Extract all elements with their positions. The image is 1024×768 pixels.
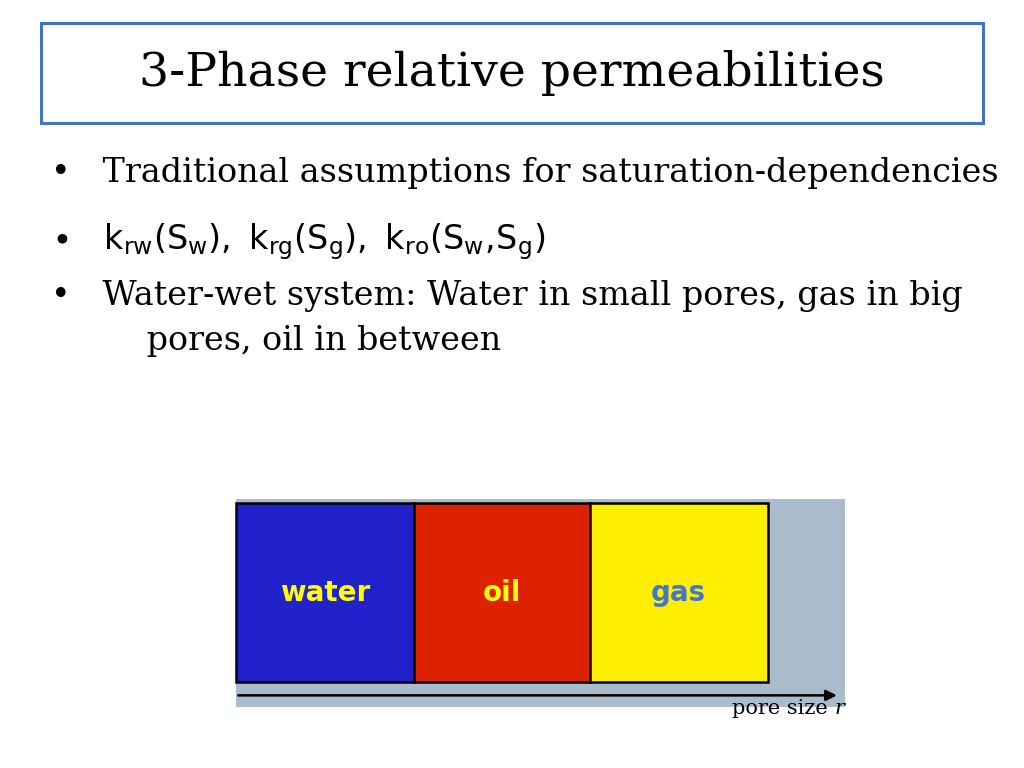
Text: •   Water-wet system: Water in small pores, gas in big
         pores, oil in be: • Water-wet system: Water in small pores… <box>51 280 963 357</box>
FancyBboxPatch shape <box>236 499 845 707</box>
Text: gas: gas <box>651 578 707 607</box>
Bar <box>414 503 590 682</box>
Bar <box>236 503 414 682</box>
Text: $\bullet$   $\mathrm{k_{rw}(S_w),\ k_{rg}(S_g),\ k_{ro}(S_w,\!S_g)}$: $\bullet$ $\mathrm{k_{rw}(S_w),\ k_{rg}(… <box>51 221 546 263</box>
Text: pore size: pore size <box>732 699 835 718</box>
Text: oil: oil <box>482 578 521 607</box>
Text: 3-Phase relative permeabilities: 3-Phase relative permeabilities <box>139 50 885 96</box>
Bar <box>590 503 768 682</box>
Text: r: r <box>835 699 845 718</box>
Text: •   Traditional assumptions for saturation-dependencies: • Traditional assumptions for saturation… <box>51 157 998 189</box>
Text: water: water <box>280 578 370 607</box>
FancyBboxPatch shape <box>41 23 983 123</box>
